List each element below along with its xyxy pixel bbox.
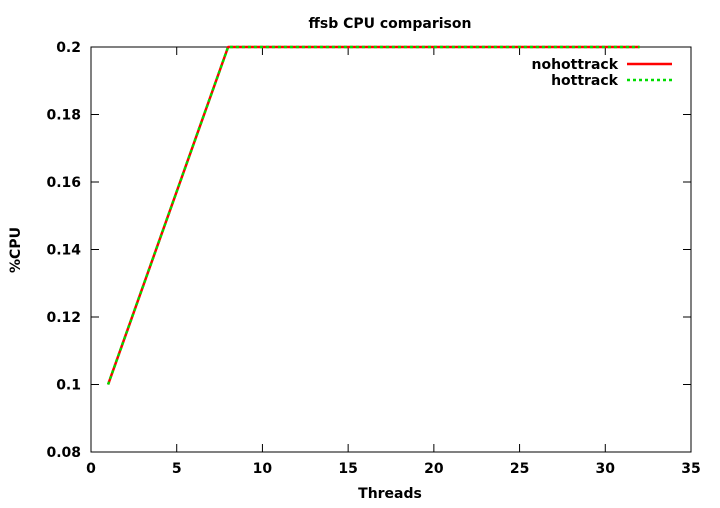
x-tick-label: 20 <box>424 461 444 477</box>
y-tick-label: 0.12 <box>46 310 81 326</box>
plot-frame <box>90 46 692 453</box>
y-tick-label: 0.18 <box>46 108 81 124</box>
chart-title: ffsb CPU comparison <box>309 16 472 32</box>
y-tick-label: 0.1 <box>56 378 81 394</box>
legend-label-nohottrack: nohottrack <box>531 57 618 73</box>
y-axis-label: %CPU <box>8 227 24 273</box>
x-axis-label: Threads <box>358 486 422 502</box>
x-tick-label: 15 <box>338 461 357 477</box>
series-lines <box>106 45 640 385</box>
x-tick-label: 10 <box>253 461 273 477</box>
x-tick-label: 0 <box>86 461 96 477</box>
y-tick-label: 0.2 <box>56 40 81 56</box>
series-line-nohottrack <box>106 45 640 385</box>
axes <box>90 46 692 453</box>
series-line-hottrack <box>106 45 640 385</box>
x-tick-label: 25 <box>510 461 529 477</box>
y-tick-labels: 0.08 0.1 0.12 0.14 0.16 0.18 0.2 <box>46 40 81 461</box>
x-tick-labels: 0 5 10 15 20 25 30 35 <box>86 461 701 477</box>
x-tick-label: 5 <box>172 461 182 477</box>
x-tick-label: 35 <box>681 461 700 477</box>
x-tick-label: 30 <box>596 461 616 477</box>
y-tick-label: 0.14 <box>46 243 81 259</box>
tick-marks <box>90 46 692 453</box>
y-tick-label: 0.16 <box>46 175 81 191</box>
y-tick-label: 0.08 <box>46 445 81 461</box>
legend-label-hottrack: hottrack <box>551 73 619 89</box>
